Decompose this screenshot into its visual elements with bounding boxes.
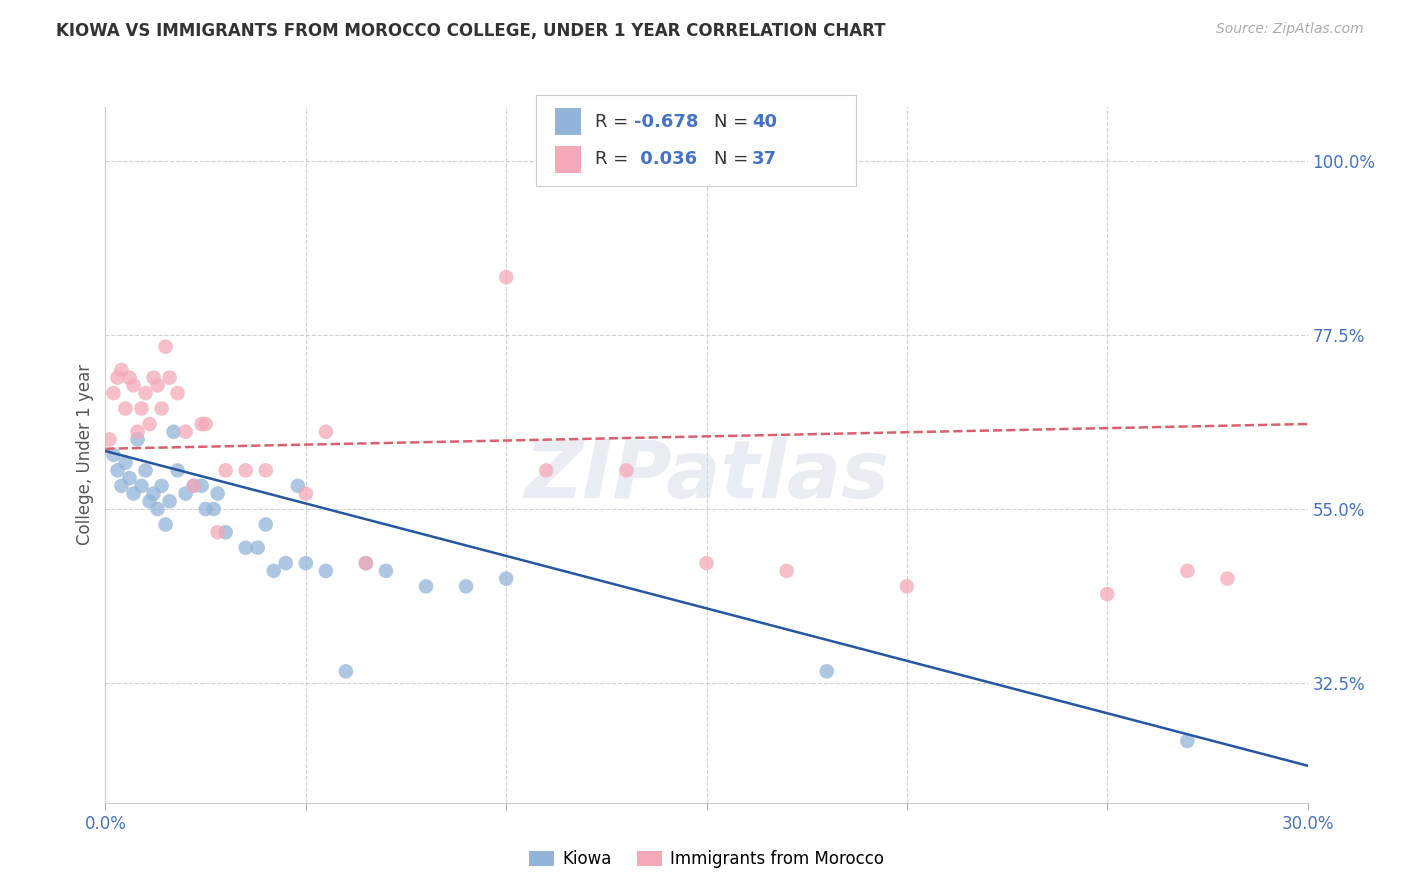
Text: ZIPatlas: ZIPatlas bbox=[524, 437, 889, 515]
Point bbox=[1177, 734, 1199, 748]
Point bbox=[354, 556, 377, 570]
Point bbox=[142, 370, 165, 384]
Point bbox=[194, 417, 217, 431]
Point bbox=[415, 579, 437, 593]
Point bbox=[295, 486, 318, 500]
Point bbox=[103, 386, 125, 401]
Point bbox=[138, 417, 160, 431]
Point bbox=[235, 541, 257, 555]
Point bbox=[146, 378, 169, 392]
Point bbox=[146, 502, 169, 516]
Point bbox=[1177, 564, 1199, 578]
Point bbox=[202, 502, 225, 516]
Point bbox=[1216, 572, 1239, 586]
Text: N =: N = bbox=[714, 150, 754, 168]
Point bbox=[107, 463, 129, 477]
Point bbox=[110, 363, 132, 377]
Point bbox=[174, 425, 197, 439]
Point bbox=[263, 564, 285, 578]
Point bbox=[696, 556, 718, 570]
Point bbox=[287, 479, 309, 493]
Point bbox=[190, 479, 212, 493]
Point bbox=[454, 579, 477, 593]
Point bbox=[354, 556, 377, 570]
Text: 37: 37 bbox=[752, 150, 778, 168]
Text: R =: R = bbox=[595, 113, 634, 131]
Text: -0.678: -0.678 bbox=[634, 113, 699, 131]
Legend: Kiowa, Immigrants from Morocco: Kiowa, Immigrants from Morocco bbox=[522, 843, 891, 874]
Point bbox=[776, 564, 799, 578]
Point bbox=[127, 425, 149, 439]
Text: KIOWA VS IMMIGRANTS FROM MOROCCO COLLEGE, UNDER 1 YEAR CORRELATION CHART: KIOWA VS IMMIGRANTS FROM MOROCCO COLLEGE… bbox=[56, 22, 886, 40]
Point bbox=[374, 564, 398, 578]
Point bbox=[166, 386, 188, 401]
Point bbox=[166, 463, 188, 477]
Point bbox=[254, 517, 277, 532]
Point bbox=[159, 370, 181, 384]
Point bbox=[190, 417, 212, 431]
Point bbox=[150, 401, 173, 416]
Point bbox=[194, 502, 217, 516]
Point bbox=[207, 525, 229, 540]
Point bbox=[616, 463, 638, 477]
Point bbox=[235, 463, 257, 477]
Point bbox=[162, 425, 184, 439]
Text: 0.036: 0.036 bbox=[634, 150, 697, 168]
Point bbox=[495, 270, 517, 285]
Point bbox=[315, 425, 337, 439]
Point bbox=[315, 564, 337, 578]
Text: N =: N = bbox=[714, 113, 754, 131]
Point bbox=[131, 479, 153, 493]
Point bbox=[107, 370, 129, 384]
Point bbox=[896, 579, 918, 593]
Point bbox=[295, 556, 318, 570]
Point bbox=[207, 486, 229, 500]
Point bbox=[254, 463, 277, 477]
Point bbox=[103, 448, 125, 462]
Point bbox=[534, 463, 557, 477]
Text: Source: ZipAtlas.com: Source: ZipAtlas.com bbox=[1216, 22, 1364, 37]
Point bbox=[110, 479, 132, 493]
Point bbox=[131, 401, 153, 416]
Y-axis label: College, Under 1 year: College, Under 1 year bbox=[76, 364, 94, 546]
Point bbox=[246, 541, 269, 555]
Point bbox=[155, 517, 177, 532]
Point bbox=[135, 386, 157, 401]
Text: R =: R = bbox=[595, 150, 634, 168]
Point bbox=[214, 525, 236, 540]
Point bbox=[127, 433, 149, 447]
Point bbox=[335, 665, 357, 679]
Point bbox=[183, 479, 205, 493]
Point bbox=[1097, 587, 1119, 601]
Point bbox=[155, 340, 177, 354]
Point bbox=[150, 479, 173, 493]
Point bbox=[122, 486, 145, 500]
Point bbox=[118, 471, 141, 485]
Point bbox=[98, 433, 121, 447]
Point bbox=[214, 463, 236, 477]
Point bbox=[118, 370, 141, 384]
Point bbox=[135, 463, 157, 477]
Point bbox=[159, 494, 181, 508]
Point bbox=[142, 486, 165, 500]
Text: 40: 40 bbox=[752, 113, 778, 131]
Point bbox=[114, 401, 136, 416]
Point bbox=[274, 556, 297, 570]
Point bbox=[815, 665, 838, 679]
Point bbox=[174, 486, 197, 500]
Point bbox=[122, 378, 145, 392]
Point bbox=[114, 456, 136, 470]
Point bbox=[183, 479, 205, 493]
Point bbox=[495, 572, 517, 586]
Point bbox=[138, 494, 160, 508]
